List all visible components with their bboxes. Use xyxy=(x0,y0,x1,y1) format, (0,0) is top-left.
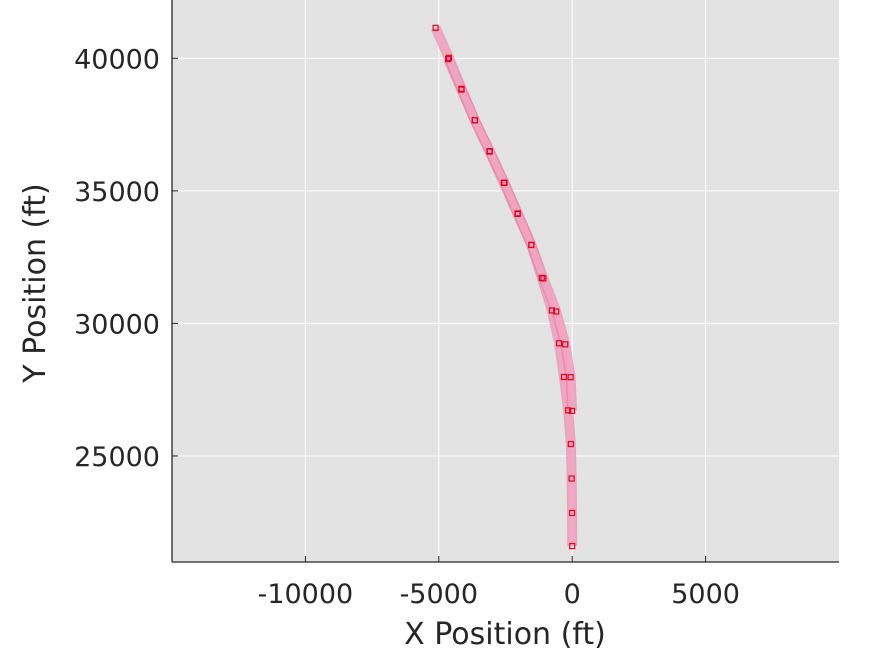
data-point xyxy=(540,275,547,282)
data-point xyxy=(568,407,576,414)
y-tick-label: 40000 xyxy=(74,44,160,75)
trajectory-band-fill xyxy=(432,26,576,412)
data-point xyxy=(445,56,452,63)
data-markers xyxy=(432,24,576,550)
data-point xyxy=(560,373,568,381)
plot-background xyxy=(172,0,839,562)
data-point xyxy=(471,117,478,124)
x-axis-label: X Position (ft) xyxy=(404,617,606,652)
data-point xyxy=(458,85,465,92)
data-point xyxy=(445,54,453,61)
data-point xyxy=(432,24,439,31)
data-point xyxy=(565,407,572,414)
data-point xyxy=(486,148,493,155)
data-point xyxy=(567,374,574,381)
y-tick-label: 25000 xyxy=(74,442,160,473)
data-point xyxy=(514,210,521,217)
y-axis-label: Y Position (ft) xyxy=(18,183,53,383)
data-point xyxy=(501,179,508,186)
data-point xyxy=(528,241,535,249)
data-point xyxy=(548,307,556,314)
data-point xyxy=(553,308,560,315)
data-point xyxy=(567,440,574,448)
y-tick-label: 35000 xyxy=(74,177,160,208)
ticks: -10000 -5000 0 5000 25000 30000 35000 40000 xyxy=(74,44,740,610)
data-point xyxy=(568,509,576,517)
trajectory-band xyxy=(431,25,578,547)
x-tick-label: 0 xyxy=(564,579,581,610)
x-tick-label: -5000 xyxy=(400,579,478,610)
y-tick-label: 30000 xyxy=(74,309,160,340)
data-point xyxy=(568,475,575,482)
data-point xyxy=(556,340,563,347)
x-tick-label: -10000 xyxy=(258,579,354,610)
data-point xyxy=(562,341,569,348)
x-tick-label: 5000 xyxy=(671,579,740,610)
data-point xyxy=(569,542,576,550)
